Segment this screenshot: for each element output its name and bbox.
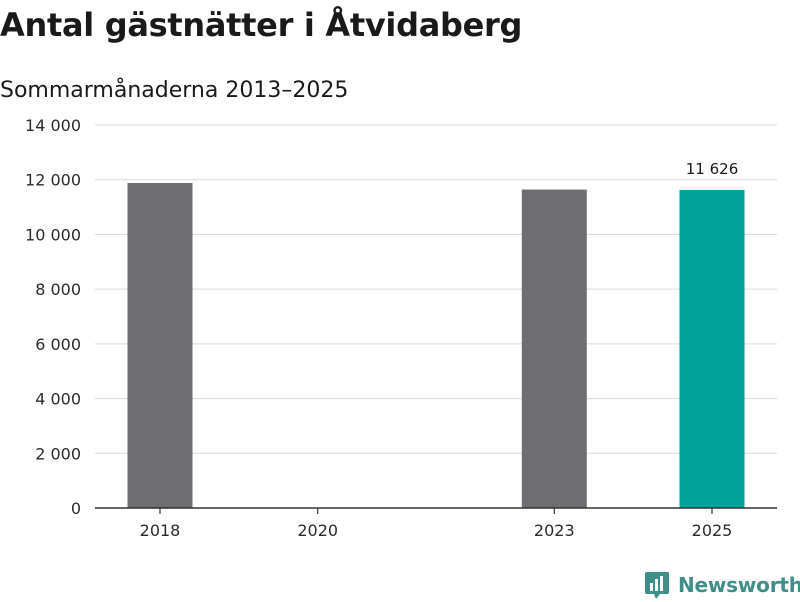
y-tick-label: 10 000	[25, 225, 81, 244]
chart-subtitle: Sommarmånaderna 2013–2025	[0, 78, 349, 103]
y-tick-label: 12 000	[25, 171, 81, 190]
bar-2023	[521, 189, 587, 508]
y-tick-label: 2 000	[35, 444, 81, 463]
x-tick-label: 2020	[297, 521, 338, 540]
y-tick-label: 0	[71, 499, 81, 518]
x-tick-label: 2023	[534, 521, 575, 540]
brand-logo: Newsworthy	[644, 568, 800, 602]
data-label-2025: 11 626	[686, 160, 739, 178]
y-tick-label: 8 000	[35, 280, 81, 299]
x-tick-label: 2018	[140, 521, 181, 540]
y-tick-label: 4 000	[35, 390, 81, 409]
bar-2025	[679, 189, 745, 508]
chart-title: Antal gästnätter i Åtvidaberg	[0, 6, 523, 44]
y-tick-label: 14 000	[25, 116, 81, 135]
brand-logo-text: Newsworthy	[678, 573, 800, 597]
bar-2018	[127, 182, 193, 509]
bar-chart-speech-bubble-icon	[645, 572, 669, 599]
x-tick-label: 2025	[692, 521, 733, 540]
y-tick-label: 6 000	[35, 335, 81, 354]
